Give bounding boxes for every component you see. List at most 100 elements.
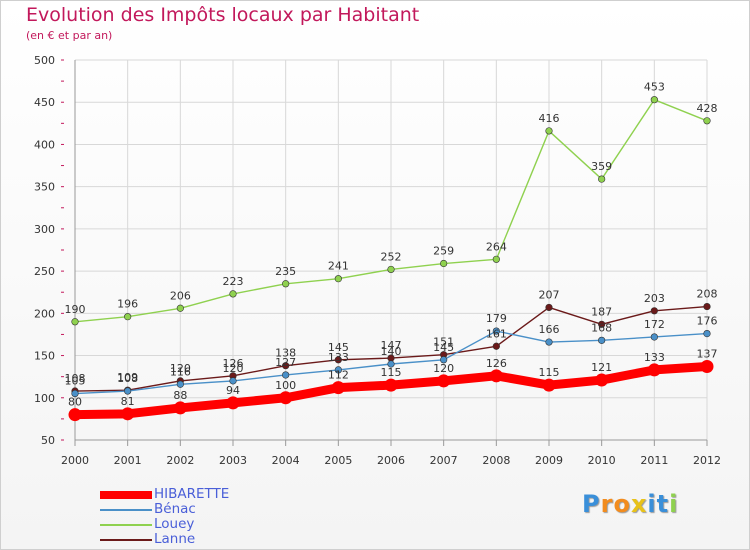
data-label: 133 bbox=[328, 351, 349, 364]
logo-letter: i bbox=[647, 490, 657, 518]
x-tick-label: 2005 bbox=[324, 454, 352, 467]
data-point bbox=[545, 127, 553, 135]
data-point bbox=[703, 302, 711, 311]
data-point bbox=[700, 360, 714, 374]
data-label: 235 bbox=[275, 265, 296, 278]
proxiti-logo: Proxiti bbox=[582, 490, 678, 518]
data-label: 206 bbox=[170, 289, 191, 302]
x-tick-label: 2008 bbox=[482, 454, 510, 467]
data-point bbox=[440, 259, 448, 268]
data-point bbox=[331, 381, 345, 395]
data-point bbox=[598, 320, 606, 328]
y-tick-label: 100 bbox=[34, 392, 55, 405]
data-label: 115 bbox=[381, 366, 402, 379]
data-label: 428 bbox=[697, 102, 718, 115]
data-label: 161 bbox=[486, 327, 507, 340]
logo-letter: i bbox=[669, 490, 679, 518]
data-point bbox=[68, 408, 82, 422]
data-label: 80 bbox=[68, 396, 82, 409]
y-tick-label: 200 bbox=[34, 307, 55, 320]
y-tick-label: 150 bbox=[34, 350, 55, 363]
logo-letter: r bbox=[600, 490, 614, 518]
x-tick-label: 2007 bbox=[430, 454, 458, 467]
data-point bbox=[334, 366, 342, 374]
data-point bbox=[595, 373, 609, 387]
data-label: 108 bbox=[65, 372, 86, 385]
x-tick-label: 2012 bbox=[693, 454, 721, 467]
data-label: 138 bbox=[275, 347, 296, 360]
data-label: 121 bbox=[591, 361, 612, 374]
chart-subtitle: (en € et par an) bbox=[26, 29, 113, 42]
data-label: 208 bbox=[697, 288, 718, 301]
data-point bbox=[279, 391, 293, 405]
logo-letter: P bbox=[582, 490, 601, 518]
data-point bbox=[598, 336, 606, 344]
data-point bbox=[437, 374, 451, 388]
logo-letter: x bbox=[630, 490, 648, 518]
legend-label: Louey bbox=[154, 516, 195, 532]
x-tick-label: 2011 bbox=[640, 454, 668, 467]
legend-swatch bbox=[100, 509, 152, 511]
data-label: 100 bbox=[275, 379, 296, 392]
y-tick-label: 350 bbox=[34, 181, 55, 194]
data-label: 416 bbox=[539, 112, 560, 125]
legend-swatch bbox=[100, 524, 152, 526]
data-point bbox=[176, 380, 184, 388]
data-label: 203 bbox=[644, 292, 665, 305]
data-label: 190 bbox=[65, 303, 86, 316]
data-label: 137 bbox=[697, 348, 718, 361]
data-point bbox=[387, 265, 395, 274]
y-tick-label: 300 bbox=[34, 223, 55, 236]
x-tick-label: 2004 bbox=[272, 454, 300, 467]
data-point bbox=[282, 362, 290, 370]
data-point bbox=[226, 396, 240, 410]
data-label: 145 bbox=[328, 341, 349, 354]
data-label: 241 bbox=[328, 260, 349, 273]
axes: 50 100 150 200 250 300 350 400 450 500 2000 2001 200… bbox=[34, 54, 721, 467]
y-tick-label: 450 bbox=[34, 96, 55, 109]
data-label: 172 bbox=[644, 318, 665, 331]
data-label: 108 bbox=[117, 372, 138, 385]
data-point bbox=[229, 290, 237, 298]
data-label: 259 bbox=[433, 245, 454, 258]
x-tick-label: 2003 bbox=[219, 454, 247, 467]
data-point bbox=[124, 387, 132, 395]
data-label: 120 bbox=[223, 362, 244, 375]
x-tick-label: 2000 bbox=[61, 454, 89, 467]
data-point bbox=[229, 377, 237, 385]
legend-label: HIBARETTE bbox=[154, 486, 230, 502]
data-point bbox=[384, 378, 398, 392]
y-tick-label: 500 bbox=[34, 54, 55, 67]
data-label: 116 bbox=[170, 365, 191, 378]
legend-label: Bénac bbox=[154, 501, 196, 517]
data-point bbox=[173, 401, 187, 415]
data-point bbox=[334, 275, 342, 283]
data-point bbox=[489, 369, 503, 383]
data-label: 94 bbox=[226, 384, 240, 397]
data-point bbox=[545, 338, 553, 346]
data-point bbox=[703, 117, 711, 125]
legend-swatch bbox=[100, 539, 152, 541]
chart-title: Evolution des Impôts locaux par Habitant bbox=[26, 4, 420, 26]
data-label: 112 bbox=[328, 369, 349, 382]
data-point bbox=[545, 303, 553, 312]
x-tick-label: 2009 bbox=[535, 454, 563, 467]
data-point bbox=[124, 313, 132, 321]
data-label: 115 bbox=[539, 366, 560, 379]
legend-label: Lanne bbox=[154, 531, 196, 547]
data-label: 359 bbox=[591, 160, 612, 173]
data-point bbox=[176, 304, 184, 312]
x-tick-label: 2002 bbox=[166, 454, 194, 467]
data-point bbox=[492, 255, 500, 263]
data-point bbox=[334, 356, 342, 364]
data-label: 453 bbox=[644, 81, 665, 94]
y-tick-label: 400 bbox=[34, 138, 55, 151]
data-label: 120 bbox=[433, 362, 454, 375]
data-label: 176 bbox=[697, 315, 718, 328]
data-point bbox=[650, 333, 658, 341]
data-label: 196 bbox=[117, 298, 138, 311]
data-point bbox=[282, 371, 290, 379]
data-label: 166 bbox=[539, 323, 560, 336]
